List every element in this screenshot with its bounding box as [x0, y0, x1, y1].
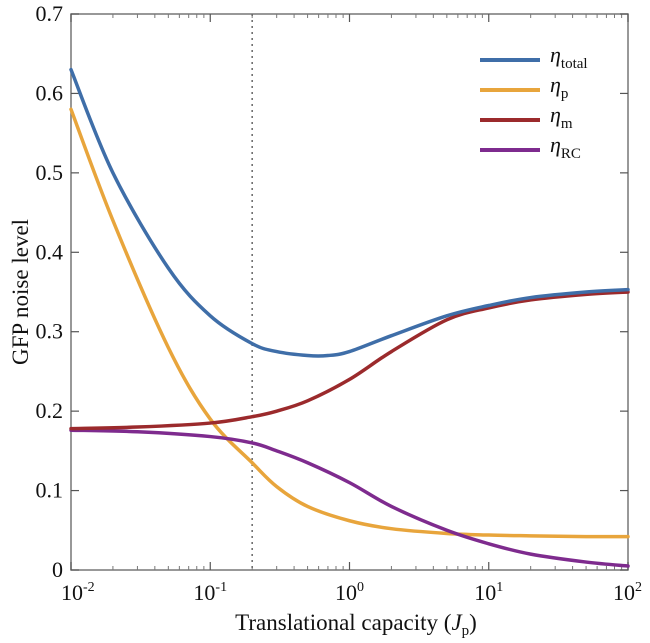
- legend-label-rc: ηRC: [550, 132, 581, 162]
- x-tick-label: 10-1: [193, 580, 227, 605]
- x-axis-title-var: J: [451, 610, 463, 635]
- x-axis-title-main: Translational capacity (: [235, 610, 451, 635]
- plot-frame: [70, 13, 629, 571]
- y-tick-label: 0.2: [36, 398, 64, 423]
- y-tick-label: 0.6: [36, 80, 64, 105]
- x-tick-label: 102: [613, 580, 642, 605]
- y-tick-label: 0.7: [36, 1, 64, 26]
- series-lines: [69, 67, 630, 568]
- x-tick-label: 10-2: [61, 580, 95, 605]
- y-axis-title: GFP noise level: [8, 219, 33, 365]
- x-tick-label: 101: [474, 580, 503, 605]
- y-tick-label: 0: [52, 557, 63, 582]
- x-axis-title-sub: p: [462, 623, 470, 639]
- x-axis-title-close: ): [469, 610, 477, 635]
- y-tick-label: 0.5: [36, 160, 64, 185]
- legend-label-total: ηtotal: [550, 42, 588, 72]
- legend-label-m: ηm: [550, 102, 573, 132]
- y-axis-ticks: 0 0.1 0.2 0.3 0.4 0.5 0.6 0.7: [36, 1, 628, 582]
- series-line-rc: [69, 428, 630, 568]
- series-line-total: [69, 67, 630, 358]
- series-line-m: [69, 290, 630, 431]
- y-tick-label: 0.4: [36, 239, 64, 264]
- y-tick-label: 0.1: [36, 478, 64, 503]
- y-tick-label: 0.3: [36, 319, 64, 344]
- x-axis-ticks: 10-2 10-1 100 101 102: [61, 14, 642, 605]
- x-axis-title: Translational capacity (Jp): [235, 610, 477, 639]
- x-tick-label: 100: [335, 580, 364, 605]
- series-line-p: [69, 107, 630, 539]
- legend-label-p: ηp: [550, 72, 568, 102]
